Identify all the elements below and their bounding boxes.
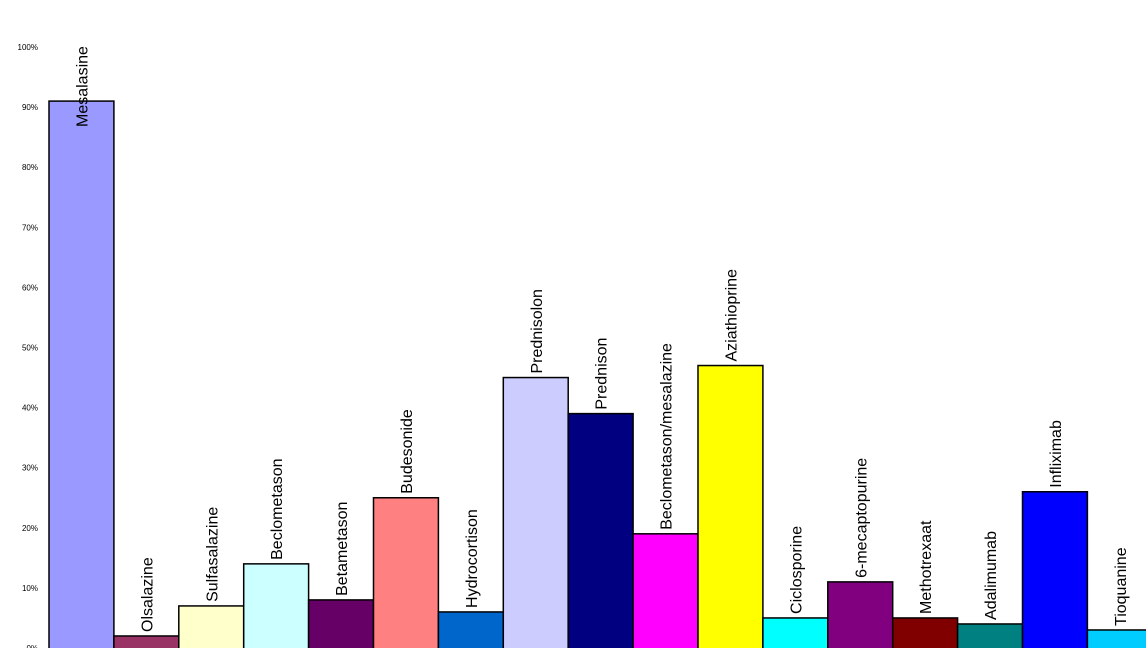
- bar-prednisolon: [502, 376, 569, 648]
- bar-label: Adalimumab: [983, 531, 1000, 620]
- y-tick-label: 50%: [22, 344, 38, 353]
- bar-label: Aziathioprine: [723, 269, 740, 362]
- bar-tioquanine: [1086, 629, 1146, 648]
- bar-budesonide: [372, 497, 440, 648]
- bar-label: Prednisolon: [529, 289, 546, 374]
- bar-6-mecaptopurine: [827, 581, 894, 648]
- bar-label: Olsalazine: [139, 557, 156, 632]
- y-tick-label: 80%: [22, 163, 38, 172]
- y-tick-label: 60%: [22, 283, 38, 292]
- bar-label: Methotrexaat: [918, 520, 935, 614]
- bar-label: Betametason: [334, 502, 351, 596]
- bar-adalimumab: [956, 623, 1024, 648]
- bar-methotrexaat: [891, 617, 959, 648]
- y-tick-label: 90%: [22, 103, 38, 112]
- y-tick-label: 30%: [22, 464, 38, 473]
- y-tick-label: 40%: [22, 404, 38, 413]
- bar-label: Prednison: [594, 338, 611, 410]
- y-tick-label: 100%: [18, 43, 38, 52]
- bar-label: Sulfasalazine: [204, 507, 221, 602]
- bar-prednison: [567, 412, 634, 648]
- bars: [48, 100, 1146, 648]
- bar-beclometason-mesalazine: [632, 533, 699, 648]
- bar-label: Tioquanine: [1113, 547, 1130, 626]
- bar-label: Beclometason/mesalazine: [659, 343, 676, 530]
- bar-label: Mesalasine: [74, 46, 91, 127]
- bar-label: 6-mecaptopurine: [853, 458, 870, 578]
- bar-infliximab: [1021, 490, 1089, 648]
- y-tick-label: 70%: [22, 223, 38, 232]
- bar-label: Infliximab: [1048, 420, 1065, 488]
- bar-ciclosporine: [762, 617, 829, 648]
- bar-label: Hydrocortison: [464, 509, 481, 608]
- y-axis: 0% 10% 20% 30% 40% 50% 60% 70% 80% 90% 100%: [18, 43, 38, 648]
- y-tick-label: 10%: [22, 584, 38, 593]
- bar-label: Budesonide: [399, 409, 416, 494]
- bar-sulfasalazine: [178, 605, 245, 648]
- bar-olsalazine: [113, 635, 180, 648]
- bar-labels: Mesalasine Olsalazine Sulfasalazine Beclome…: [74, 46, 1129, 632]
- y-tick-label: 20%: [22, 524, 38, 533]
- bar-label: Beclometason: [269, 458, 286, 559]
- bar-label: Ciclosporine: [788, 526, 805, 614]
- bar-aziathioprine: [697, 364, 764, 648]
- bar-hydrocortison: [437, 611, 505, 648]
- bar-mesalasine: [48, 100, 115, 648]
- bar-betametason: [307, 599, 375, 648]
- y-tick-label: 0%: [26, 644, 38, 648]
- bar-beclometason: [242, 563, 310, 648]
